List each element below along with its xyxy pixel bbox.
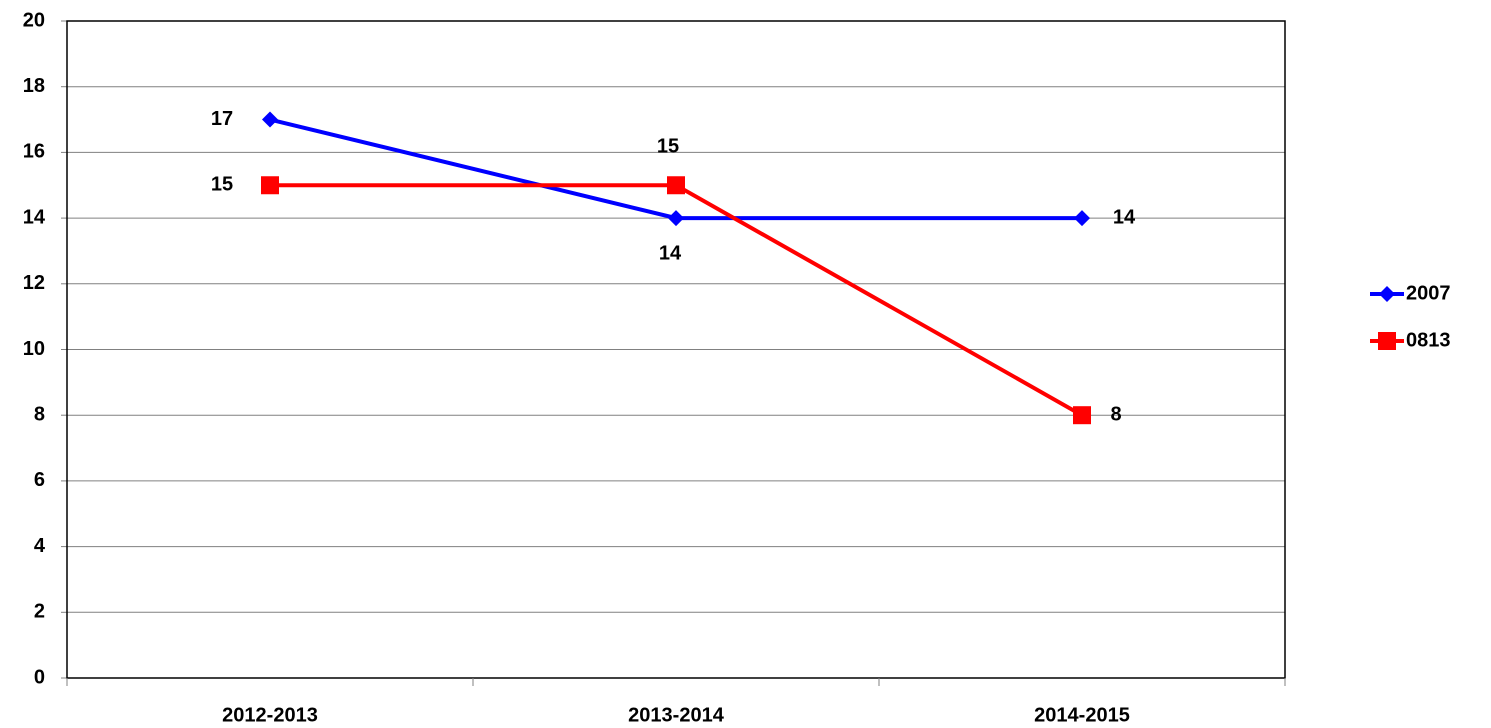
data-label: 14 <box>1113 206 1136 228</box>
y-tick-label: 14 <box>23 206 46 228</box>
y-tick-label: 4 <box>34 535 46 557</box>
y-tick-label: 10 <box>23 338 45 360</box>
y-tick-label: 6 <box>34 469 45 491</box>
y-tick-label: 8 <box>34 403 45 425</box>
data-point <box>1073 406 1091 425</box>
data-label: 17 <box>211 108 233 130</box>
plot-border <box>66 20 1286 679</box>
y-tick-label: 20 <box>23 9 45 31</box>
data-point <box>668 210 684 227</box>
y-tick-label: 16 <box>23 141 45 163</box>
legend-label: 0813 <box>1406 329 1451 351</box>
data-point <box>261 176 279 195</box>
x-tick-label: 2014-2015 <box>1034 704 1130 726</box>
data-label: 15 <box>211 174 233 196</box>
data-point <box>1074 210 1090 227</box>
data-label: 14 <box>659 242 682 264</box>
y-tick-label: 12 <box>23 272 45 294</box>
legend-marker <box>1378 332 1396 350</box>
x-tick-label: 2013-2014 <box>628 704 725 726</box>
y-tick-label: 18 <box>23 75 45 97</box>
legend-marker <box>1379 286 1395 302</box>
data-label: 15 <box>657 136 679 158</box>
x-tick-label: 2012-2013 <box>222 704 318 726</box>
data-point <box>667 176 685 195</box>
series-line <box>269 117 1082 221</box>
legend-label: 2007 <box>1406 282 1451 304</box>
data-point <box>262 111 278 128</box>
y-tick-label: 0 <box>34 666 45 688</box>
data-label: 8 <box>1110 403 1121 425</box>
y-tick-label: 2 <box>34 601 45 623</box>
